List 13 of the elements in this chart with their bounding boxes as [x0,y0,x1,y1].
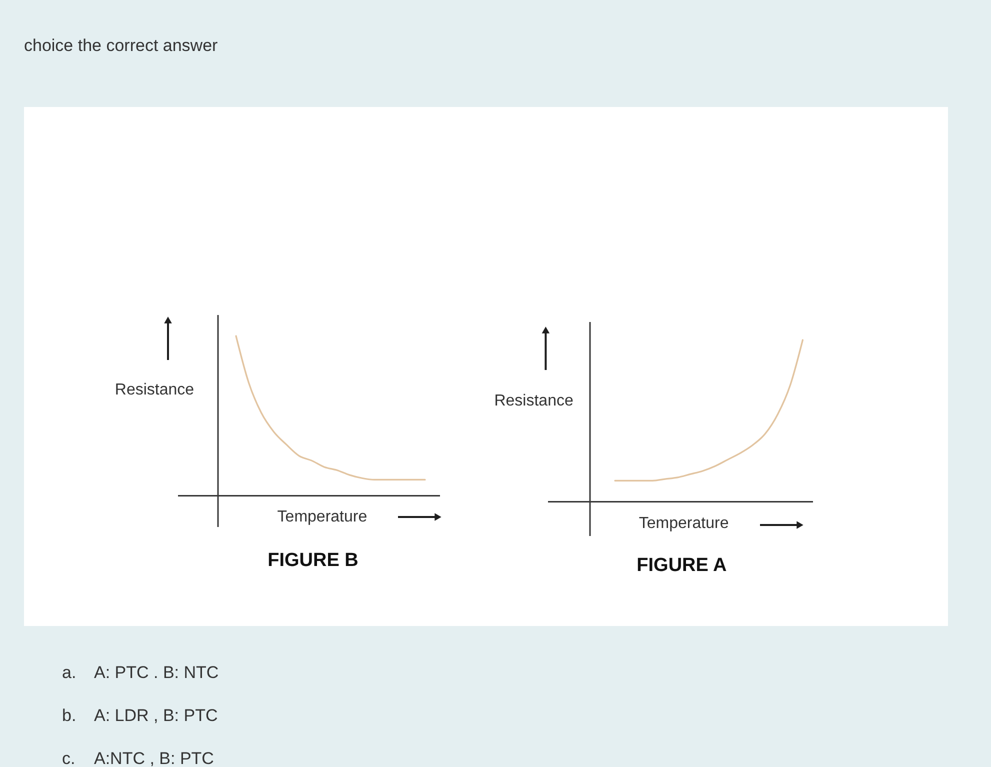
text: A: PTC . B: NTC [94,663,219,682]
y-axis-title: Resistance [114,382,194,398]
text: FIGURE A [636,555,728,576]
text: b. [62,706,76,725]
text: a. [62,663,76,682]
text: A:NTC , B: PTC [94,749,214,767]
text: choice the correct answer [24,36,218,55]
y-axis-title: Resistance [494,392,574,410]
text: FIGURE B [268,550,358,571]
text: A: LDR , B: PTC [94,706,218,725]
text: c. [62,749,76,767]
x-axis-title: Temperature [277,508,368,526]
x-axis-title: Temperature [638,514,729,532]
